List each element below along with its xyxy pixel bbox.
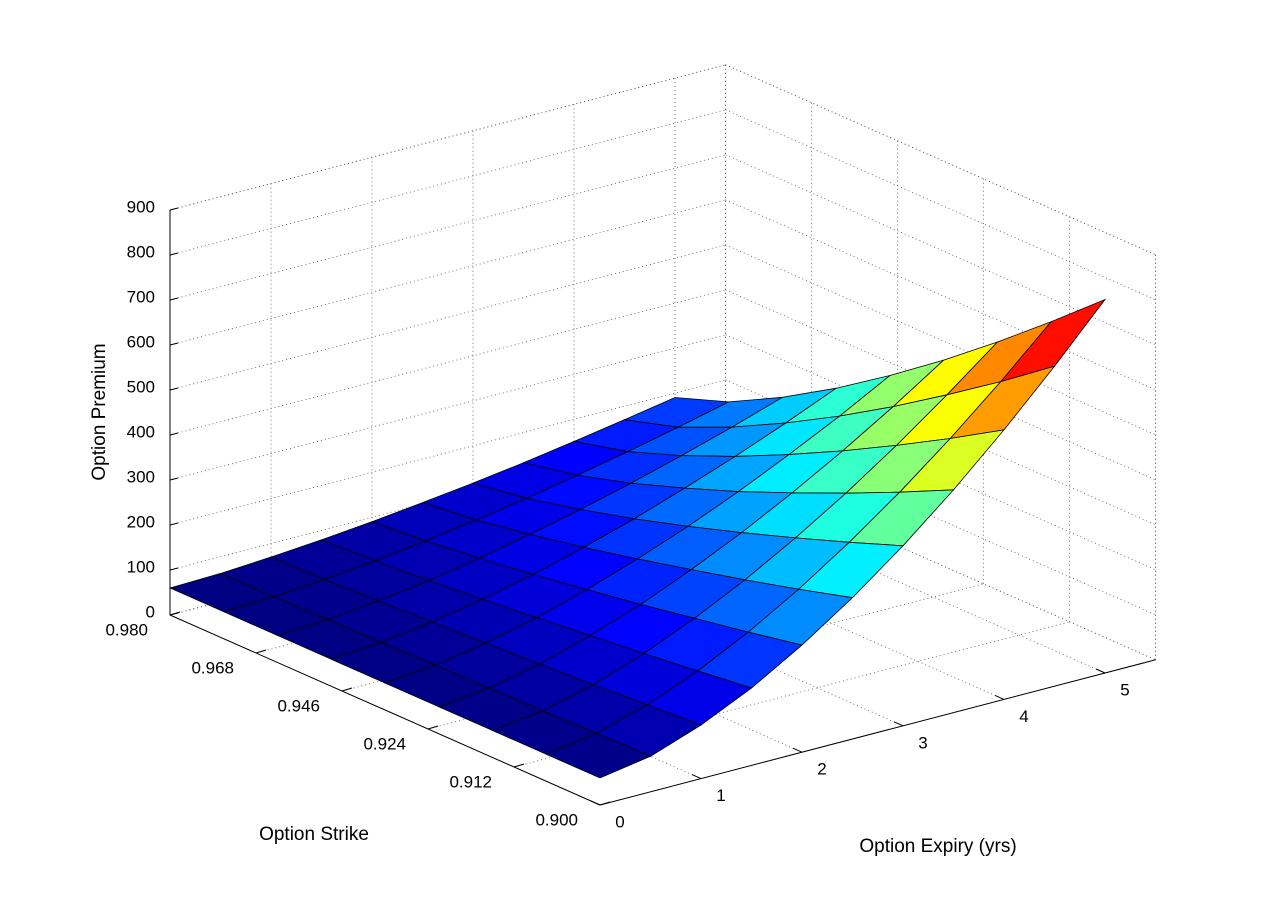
x-tick [1095, 668, 1106, 674]
z-tick [169, 567, 179, 571]
y-tick-label: 0.900 [535, 810, 578, 829]
x-tick-label: 3 [918, 733, 927, 752]
z-tick-label: 800 [127, 242, 155, 261]
z-axis-label: Option Premium [89, 343, 110, 480]
z-tick-label: 0 [146, 602, 155, 621]
z-tick-label: 100 [127, 557, 155, 576]
z-tick-label: 500 [127, 377, 155, 396]
y-tick-label: 0.946 [277, 696, 320, 715]
x-tick-label: 1 [716, 786, 725, 805]
x-tick [893, 721, 904, 727]
y-tick-label: 0.912 [449, 772, 492, 791]
x-tick-label: 2 [817, 760, 826, 779]
y-tick [599, 801, 611, 806]
y-axis [169, 614, 601, 806]
y-tick [513, 763, 525, 768]
z-tick-label: 200 [127, 512, 155, 531]
surface [168, 298, 1107, 779]
z-tick [169, 522, 179, 526]
x-tick-label: 5 [1120, 680, 1129, 699]
z-tick [169, 432, 179, 436]
y-tick [427, 725, 439, 730]
surface-patch [545, 732, 652, 779]
axes: 0 100 200 300 400 500 600 700 800 900 0 1 2 3 4 5 0.980 0… [105, 197, 1156, 831]
x-tick-label: 4 [1019, 707, 1028, 726]
z-tick [169, 342, 179, 346]
y-tick [255, 649, 267, 654]
y-tick-label: 0.968 [191, 658, 234, 677]
z-tick-label: 400 [127, 422, 155, 441]
x-tick [691, 774, 702, 780]
z-tick [169, 387, 179, 391]
z-tick-label: 700 [127, 287, 155, 306]
x-tick [792, 747, 803, 753]
x-axis [599, 659, 1156, 806]
x-tick-label: 0 [615, 812, 624, 831]
y-axis-label: Option Strike [259, 824, 369, 845]
z-tick-label: 300 [127, 467, 155, 486]
x-tick [994, 694, 1005, 700]
y-tick [169, 611, 181, 616]
x-axis-label: Option Expiry (yrs) [859, 836, 1016, 857]
y-tick-label: 0.980 [105, 620, 148, 639]
z-tick-label: 900 [127, 197, 155, 216]
z-tick [169, 252, 179, 256]
z-tick [169, 297, 179, 301]
z-tick-label: 600 [127, 332, 155, 351]
y-tick [341, 687, 353, 692]
z-tick [169, 477, 179, 481]
z-tick [169, 207, 179, 211]
y-tick-label: 0.924 [363, 734, 406, 753]
x-tick [590, 800, 601, 806]
